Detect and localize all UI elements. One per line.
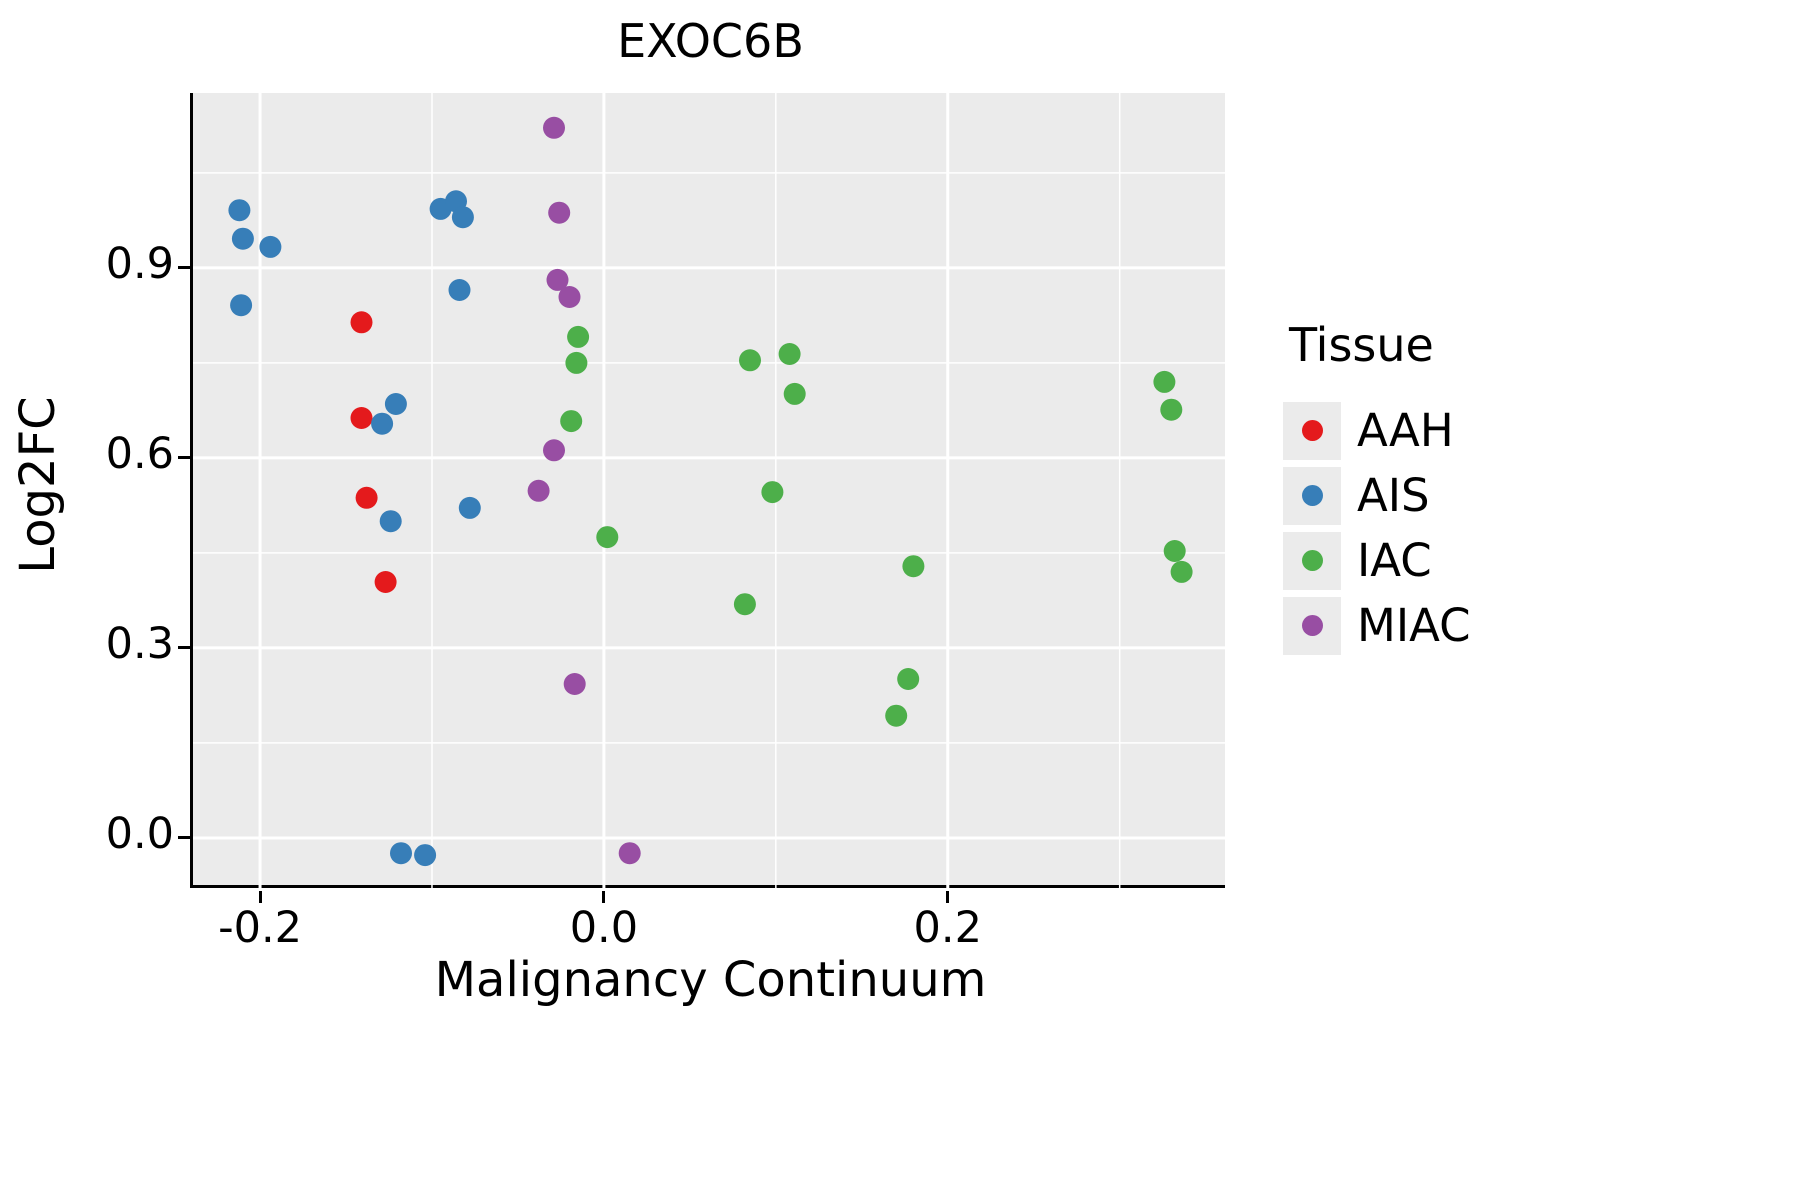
- plot-title: EXOC6B: [617, 14, 804, 68]
- data-point-iac: [565, 351, 588, 374]
- legend-title: Tissue: [1289, 318, 1434, 372]
- data-point-miac: [558, 286, 581, 308]
- x-tick-label: 0.2: [913, 903, 982, 953]
- data-point-miac: [543, 439, 565, 462]
- data-point-ais: [451, 206, 474, 229]
- legend: Tissue AAH AIS IAC MIAC: [1283, 318, 1471, 658]
- data-point-ais: [390, 842, 412, 865]
- miac-color-dot-icon: [1301, 615, 1323, 636]
- data-point-iac: [885, 704, 908, 727]
- data-point-miac: [546, 268, 569, 291]
- data-point-aah: [374, 571, 397, 593]
- data-point-iac: [1163, 540, 1186, 562]
- data-point-ais: [458, 496, 481, 519]
- iac-color-dot-icon: [1301, 550, 1323, 571]
- legend-item-ais: AIS: [1283, 463, 1471, 528]
- data-point-iac: [1170, 560, 1193, 583]
- data-point-iac: [739, 349, 761, 372]
- data-point-ais: [230, 294, 253, 317]
- data-point-ais: [371, 412, 394, 435]
- legend-key: [1283, 401, 1341, 460]
- y-tick-label: 0.9: [105, 238, 174, 289]
- data-point-ais: [379, 510, 402, 533]
- y-tick-label: 0.6: [105, 428, 174, 479]
- y-tick-mark: [178, 266, 190, 270]
- data-point-ais: [231, 227, 254, 250]
- data-point-miac: [543, 116, 565, 139]
- y-tick-mark: [178, 456, 190, 460]
- y-tick-label: 0.0: [105, 808, 174, 859]
- x-tick-label: 0.0: [569, 903, 639, 953]
- plot-canvas: [193, 93, 1228, 888]
- x-tick-mark: [946, 891, 950, 903]
- legend-label: MIAC: [1357, 599, 1471, 652]
- legend-label: AAH: [1357, 404, 1454, 457]
- legend-item-aah: AAH: [1283, 398, 1471, 463]
- data-point-miac: [618, 842, 641, 865]
- data-point-aah: [350, 407, 373, 429]
- ais-color-dot-icon: [1301, 485, 1323, 506]
- data-point-iac: [560, 410, 583, 433]
- data-point-iac: [733, 593, 756, 616]
- data-point-iac: [902, 555, 925, 578]
- data-point-iac: [1153, 370, 1176, 393]
- data-point-aah: [350, 311, 373, 334]
- y-tick-mark: [178, 646, 190, 650]
- legend-key: [1283, 466, 1341, 525]
- data-point-iac: [783, 382, 806, 405]
- y-axis-title: Log2FC: [10, 396, 66, 574]
- data-point-ais: [384, 393, 407, 415]
- plot-panel: [190, 93, 1228, 888]
- data-point-iac: [761, 481, 784, 504]
- data-point-miac: [527, 479, 550, 502]
- y-tick-label: 0.3: [105, 618, 174, 669]
- y-tick-mark: [178, 836, 190, 840]
- data-point-aah: [355, 486, 378, 509]
- x-tick-mark: [258, 891, 262, 903]
- data-point-iac: [897, 668, 920, 690]
- x-tick-mark: [602, 891, 606, 903]
- data-point-miac: [563, 673, 586, 695]
- data-point-miac: [548, 201, 571, 224]
- data-point-ais: [259, 235, 282, 258]
- legend-key: [1283, 531, 1341, 590]
- x-tick-label: -0.2: [218, 903, 302, 953]
- data-point-ais: [228, 199, 251, 222]
- x-axis-title: Malignancy Continuum: [434, 952, 987, 1008]
- aah-color-dot-icon: [1301, 420, 1323, 441]
- legend-key: [1283, 596, 1341, 655]
- legend-item-iac: IAC: [1283, 528, 1471, 593]
- data-point-iac: [778, 343, 801, 365]
- data-point-ais: [414, 844, 437, 867]
- legend-label: AIS: [1357, 469, 1430, 522]
- data-point-iac: [1160, 398, 1183, 421]
- data-point-ais: [448, 279, 471, 301]
- legend-label: IAC: [1357, 534, 1432, 587]
- legend-item-miac: MIAC: [1283, 593, 1471, 658]
- data-point-iac: [596, 526, 619, 549]
- data-point-iac: [567, 325, 590, 348]
